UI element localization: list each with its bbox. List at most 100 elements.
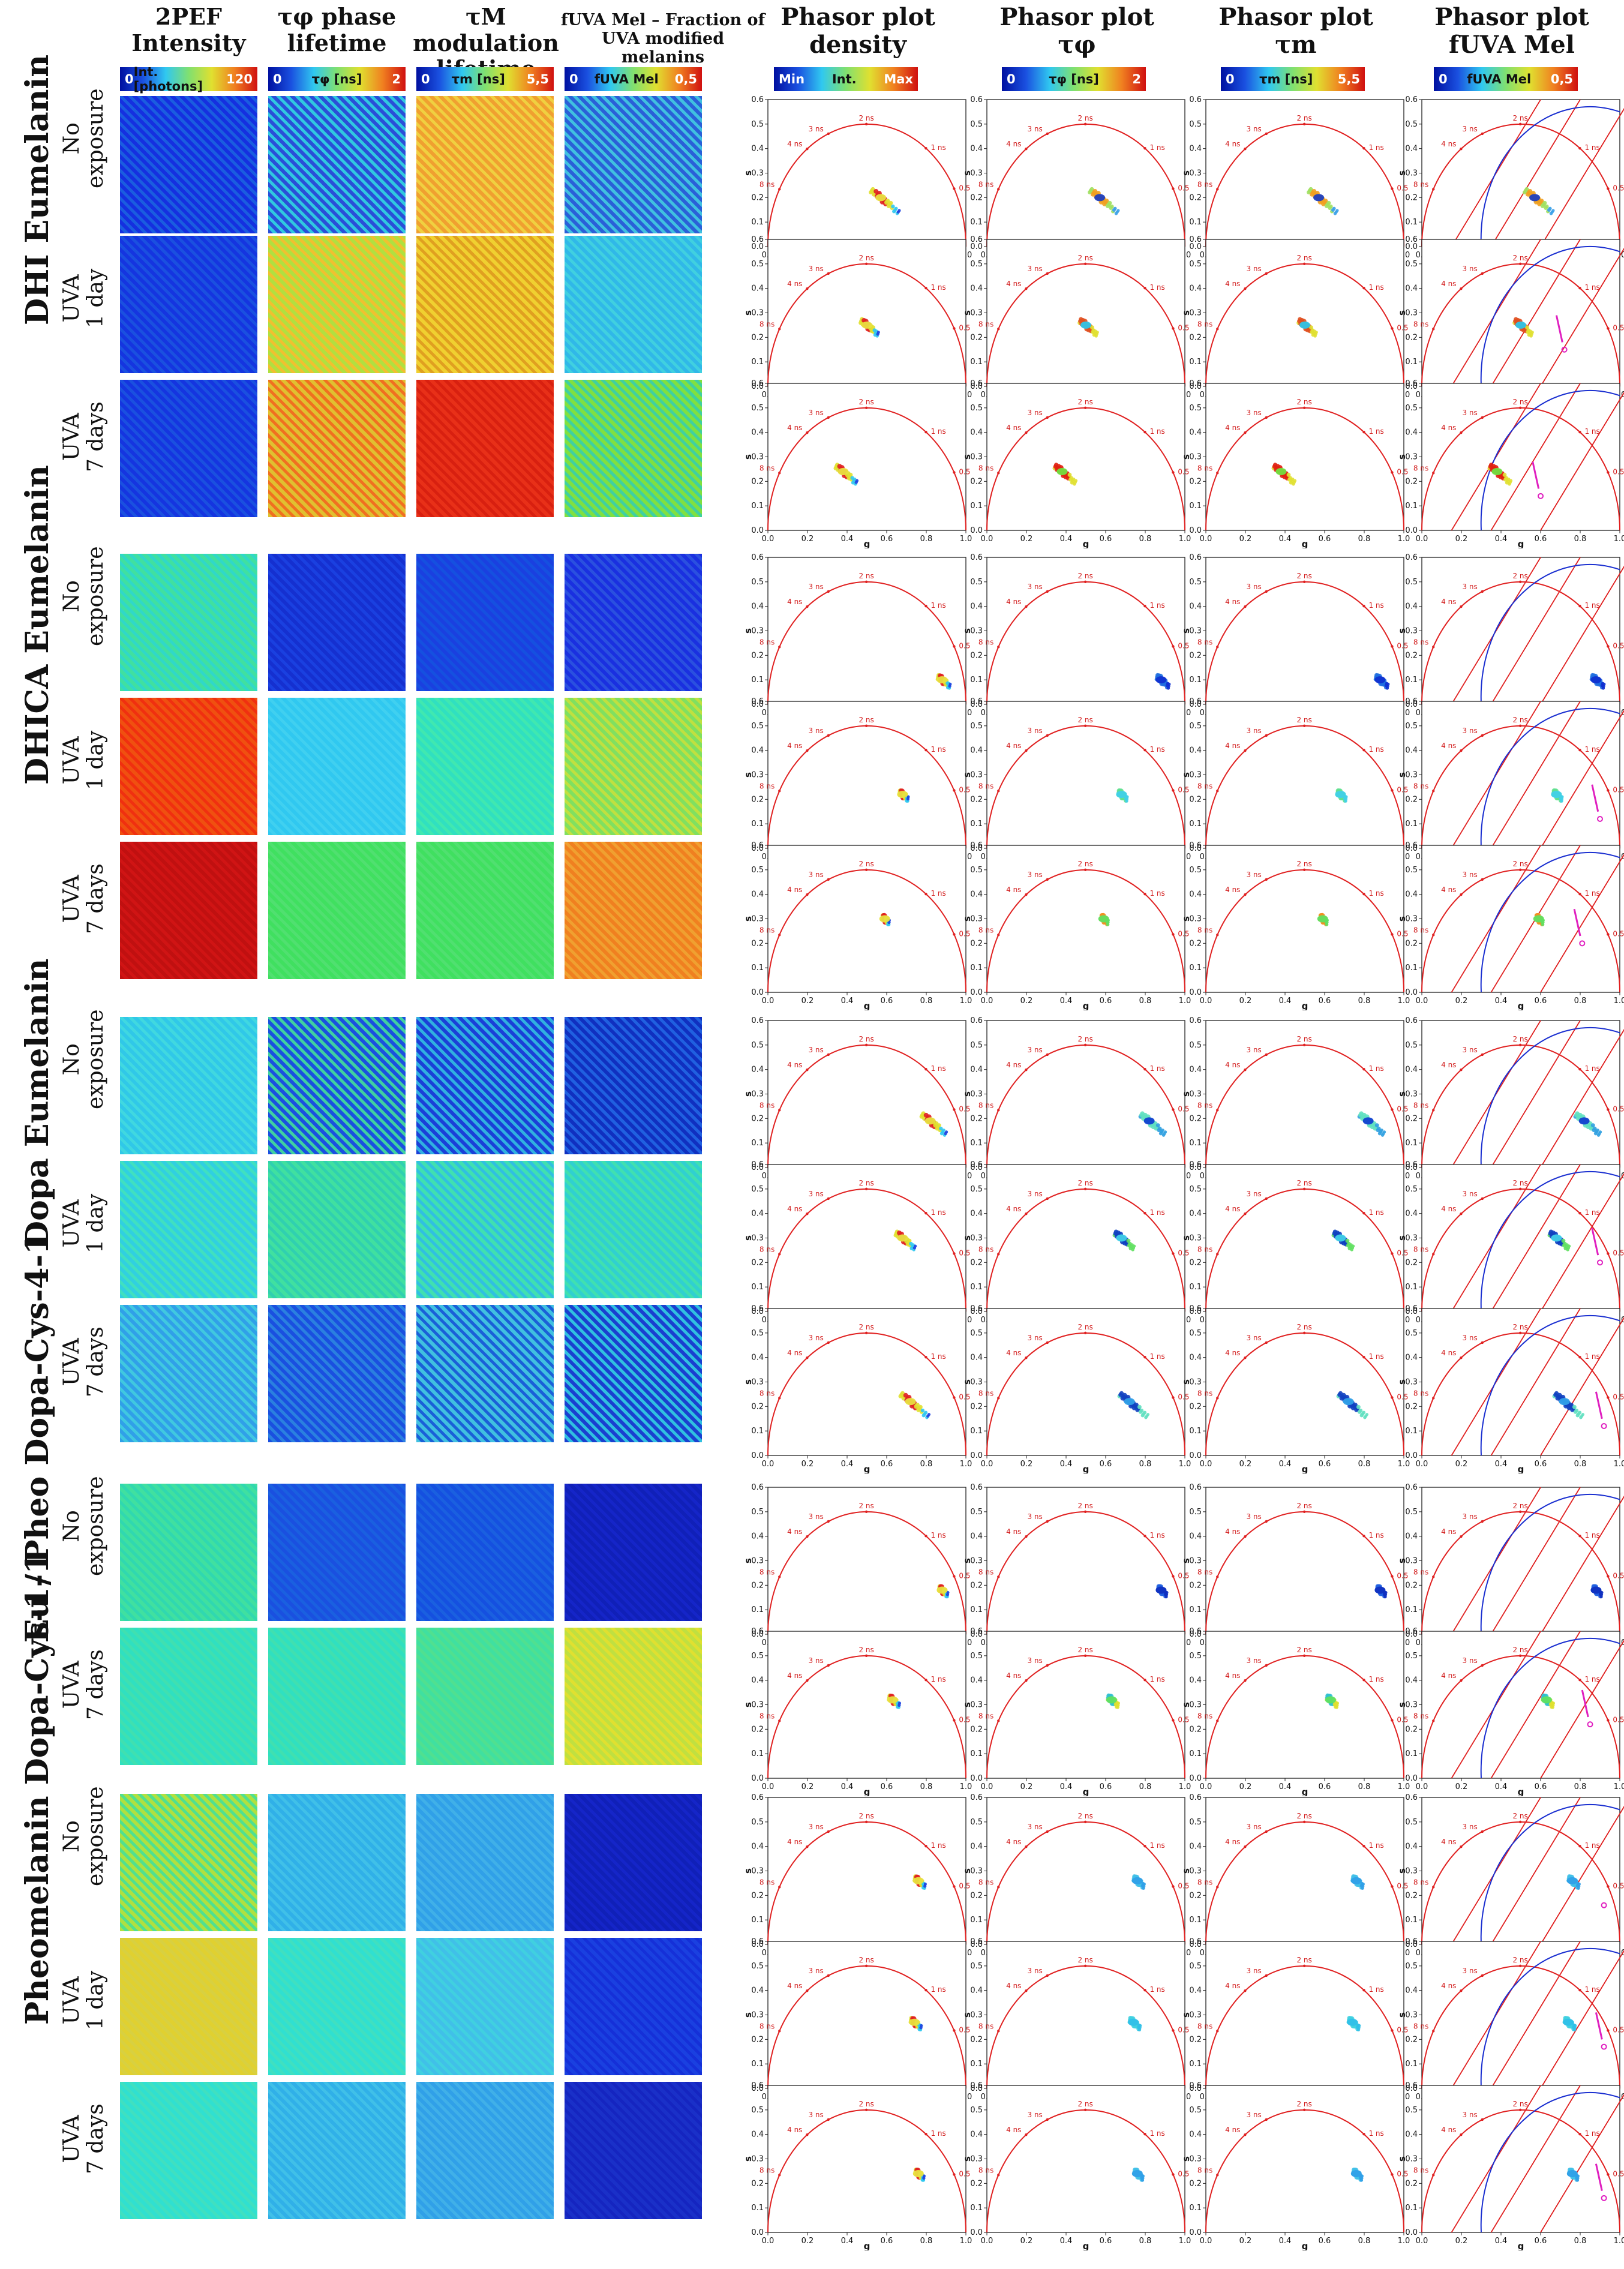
x-axis-label: g <box>1302 1787 1308 1796</box>
row-label-line: UVA <box>59 413 84 461</box>
section-label: Dopa Eumelanin <box>19 958 56 1248</box>
lifetime-marker <box>1083 1331 1087 1335</box>
y-tick-label: 0.0 <box>1405 2084 1418 2093</box>
y-tick-label: 0.2 <box>1405 651 1418 660</box>
y-tick-label: 0.0 <box>1189 2228 1202 2237</box>
y-tick-label: 0.3 <box>970 1867 983 1876</box>
y-tick-label: 0.5 <box>970 2106 983 2115</box>
x-tick-label: 0.6 <box>1535 1460 1547 1469</box>
lifetime-label: 1 ns <box>930 1064 945 1073</box>
x-axis-label: g <box>1302 2241 1308 2250</box>
y-tick-label: 0.6 <box>751 554 764 562</box>
col-header-line: τφ phase <box>277 3 397 30</box>
phasor-plot: 0.00.20.40.60.81.00.00.10.20.30.40.50.6g… <box>1182 1484 1410 1652</box>
y-tick-label: 0.1 <box>970 1283 983 1292</box>
x-tick-label: 0.0 <box>762 535 775 544</box>
row-label: UVA 7 days <box>59 863 108 934</box>
colorbar-min: 0 <box>273 72 282 86</box>
lifetime-marker <box>1265 1520 1268 1523</box>
fraction-circle <box>1480 245 1620 387</box>
lifetime-label: 4 ns <box>787 2126 802 2134</box>
lifetime-label: 8 ns <box>760 2166 775 2174</box>
y-tick-label: 0.3 <box>1405 1090 1418 1099</box>
lifetime-label: 3 ns <box>1462 409 1477 417</box>
lifetime-label: 2 ns <box>1512 1323 1527 1331</box>
lifetime-marker <box>1172 1252 1175 1255</box>
phasor-svg: 0.00.20.40.60.81.00.00.10.20.30.40.50.6g… <box>744 96 972 265</box>
lifetime-label: 3 ns <box>808 1823 823 1831</box>
y-tick-label: 0.0 <box>1405 1940 1418 1949</box>
lifetime-marker <box>1216 1397 1219 1400</box>
lifetime-marker <box>778 790 781 793</box>
phasor-point <box>1139 2024 1142 2027</box>
lifetime-marker <box>1607 327 1610 330</box>
y-tick-label: 0.1 <box>1405 1139 1418 1148</box>
x-tick-label: 0.6 <box>1535 997 1547 1006</box>
lifetime-marker <box>953 1719 956 1722</box>
section-label: DHI Eumelanin <box>19 54 56 325</box>
y-tick-label: 0.2 <box>1189 333 1202 342</box>
y-tick-label: 0.0 <box>1189 1451 1202 1460</box>
lifetime-marker <box>1302 406 1306 410</box>
phasor-point <box>1569 1402 1574 1407</box>
y-tick-label: 0.5 <box>970 120 983 129</box>
phasor-point <box>1581 1413 1585 1416</box>
phasor-svg: 0.00.20.40.60.81.00.00.10.20.30.40.50.6g… <box>963 698 1191 866</box>
colorbar-label: fUVA Mel <box>594 72 659 86</box>
y-tick-label: 0.0 <box>1405 1451 1418 1460</box>
y-tick-label: 0.4 <box>751 145 764 154</box>
lifetime-label: 4 ns <box>1441 1982 1456 1990</box>
y-tick-label: 0.3 <box>970 915 983 924</box>
lifetime-label: 8 ns <box>760 464 775 472</box>
lifetime-label: 3 ns <box>808 2111 823 2119</box>
phasor-cluster-core <box>1347 2018 1358 2026</box>
lifetime-marker <box>1302 1654 1306 1658</box>
lifetime-label: 0.5 ns <box>1397 785 1410 794</box>
y-tick-label: 0.6 <box>1405 236 1418 244</box>
y-tick-label: 0.3 <box>1405 2155 1418 2164</box>
lifetime-marker <box>806 749 809 752</box>
lifetime-marker <box>924 1355 927 1359</box>
phasor-cluster-core <box>1566 2170 1578 2177</box>
y-tick-label: 0.6 <box>970 1794 983 1802</box>
phasor-point <box>1545 204 1549 209</box>
y-tick-label: 0.1 <box>970 502 983 511</box>
lifetime-label: 8 ns <box>1197 1101 1212 1109</box>
y-axis-label: s <box>744 2012 754 2018</box>
y-tick-label: 0.1 <box>1189 502 1202 511</box>
y-tick-label: 0.5 <box>970 404 983 413</box>
x-axis-label: g <box>1302 1464 1308 1473</box>
lifetime-marker <box>1143 748 1146 752</box>
fraction-line <box>1490 1164 1581 1312</box>
y-tick-label: 0.4 <box>970 1986 983 1995</box>
y-tick-label: 0.5 <box>1189 1962 1202 1971</box>
lifetime-label: 0.5 ns <box>1178 1571 1191 1580</box>
lifetime-label: 0.5 ns <box>1397 467 1410 476</box>
fraction-circle <box>1480 106 1620 247</box>
phasor-plot: 0.00.20.40.60.81.00.00.10.20.30.40.50.6g… <box>1398 1938 1624 2106</box>
x-tick-label: 1.0 <box>1614 535 1624 544</box>
y-tick-label: 0.3 <box>751 1378 764 1387</box>
y-tick-label: 0.1 <box>751 2060 764 2069</box>
y-tick-label: 0.4 <box>751 1209 764 1218</box>
image-tile <box>565 698 702 835</box>
y-tick-label: 0.5 <box>970 1652 983 1661</box>
lifetime-marker <box>997 1886 1000 1889</box>
phasor-svg: 0.00.20.40.60.81.00.00.10.20.30.40.50.6g… <box>1398 1484 1624 1652</box>
lifetime-label: 0.5 ns <box>1613 467 1624 476</box>
col-header-line: lifetime <box>287 29 387 56</box>
y-tick-label: 0.6 <box>1189 1305 1202 1313</box>
phasor-point <box>1384 1590 1388 1595</box>
x-tick-label: 0.6 <box>1535 1782 1547 1791</box>
x-tick-label: 0.4 <box>1060 1782 1073 1791</box>
x-tick-label: 1.0 <box>1179 997 1191 1006</box>
y-tick-label: 0.5 <box>1189 1818 1202 1827</box>
lifetime-marker <box>806 1845 809 1848</box>
colorbar-max: 120 <box>226 72 253 86</box>
y-tick-label: 0.4 <box>1405 746 1418 755</box>
col-header-line: τφ <box>1058 31 1096 59</box>
lifetime-marker <box>1244 1068 1247 1072</box>
